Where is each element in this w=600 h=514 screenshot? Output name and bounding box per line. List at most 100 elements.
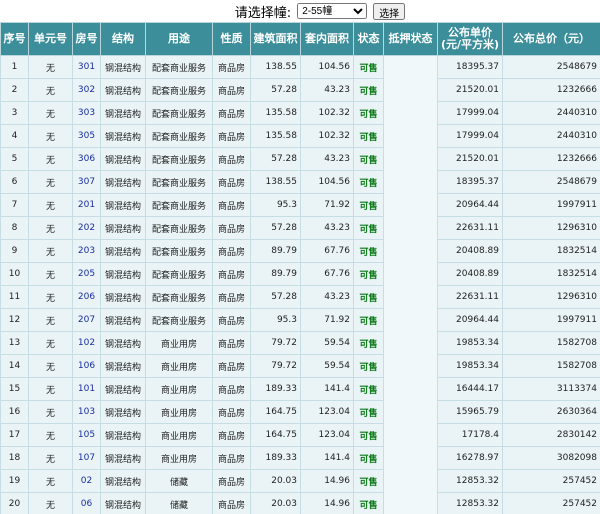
table-cell: 无 — [28, 331, 73, 355]
table-cell: 钢混结构 — [100, 423, 146, 447]
table-cell: 303 — [72, 101, 101, 125]
table-cell: 无 — [28, 78, 73, 102]
table-cell: 2440310 — [502, 124, 600, 148]
table-cell: 17999.04 — [437, 124, 503, 148]
table-cell: 商品房 — [212, 331, 251, 355]
table-row: 16 无 103 钢混结构 商业用房 商品房 164.75 123.04 可售 15965.79 2… — [0, 400, 600, 424]
table-cell: 1832514 — [502, 262, 600, 286]
table-row: 4 无 305 钢混结构 配套商业服务 商品房 135.58 102.32 可售 17999.04… — [0, 124, 600, 148]
select-label: 请选择幢: — [234, 5, 292, 21]
table-cell: 1296310 — [502, 216, 600, 240]
table-cell: 配套商业服务 — [145, 262, 213, 286]
table-cell: 19 — [0, 469, 29, 493]
table-cell: 2630364 — [502, 400, 600, 424]
table-cell: 无 — [28, 147, 73, 171]
table-cell: 135.58 — [250, 101, 301, 125]
table-cell: 57.28 — [250, 285, 301, 309]
table-cell: 301 — [72, 55, 101, 79]
table-cell: 43.23 — [300, 216, 354, 240]
table-cell: 商品房 — [212, 101, 251, 125]
table-cell: 1997911 — [502, 193, 600, 217]
table-cell: 无 — [28, 423, 73, 447]
column-header: 套内面积 — [300, 22, 354, 56]
table-cell: 商品房 — [212, 170, 251, 194]
building-select[interactable]: 2-55幢 — [297, 3, 368, 19]
table-cell: 22631.11 — [437, 285, 503, 309]
table-cell: 1582708 — [502, 354, 600, 378]
table-row: 19 无 02 钢混结构 储藏 商品房 20.03 14.96 可售 12853.32 257452 — [0, 469, 600, 493]
table-cell: 无 — [28, 285, 73, 309]
table-cell: 可售 — [353, 124, 384, 148]
table-cell: 2440310 — [502, 101, 600, 125]
table-cell: 商品房 — [212, 308, 251, 332]
table-cell: 商品房 — [212, 193, 251, 217]
table-cell: 无 — [28, 101, 73, 125]
table-cell: 1296310 — [502, 285, 600, 309]
table-cell: 141.4 — [300, 377, 354, 401]
mortgage-cell — [383, 55, 438, 514]
table-row: 18 无 107 钢混结构 商业用房 商品房 189.33 141.4 可售 16278.97 30… — [0, 446, 600, 470]
table-cell: 钢混结构 — [100, 308, 146, 332]
table-cell: 商品房 — [212, 55, 251, 79]
table-cell: 138.55 — [250, 170, 301, 194]
table-cell: 135.58 — [250, 124, 301, 148]
table-cell: 7 — [0, 193, 29, 217]
table-cell: 1232666 — [502, 147, 600, 171]
select-button[interactable]: 选择 — [373, 2, 406, 20]
table-cell: 可售 — [353, 308, 384, 332]
table-row: 2 无 302 钢混结构 配套商业服务 商品房 57.28 43.23 可售 21520.01 12… — [0, 78, 600, 102]
table-row: 11 无 206 钢混结构 配套商业服务 商品房 57.28 43.23 可售 22631.11 1… — [0, 285, 600, 309]
table-cell: 可售 — [353, 78, 384, 102]
table-cell: 钢混结构 — [100, 124, 146, 148]
table-cell: 配套商业服务 — [145, 193, 213, 217]
table-cell: 可售 — [353, 285, 384, 309]
table-cell: 3 — [0, 101, 29, 125]
table-cell: 22631.11 — [437, 216, 503, 240]
column-header: 建筑面积 — [250, 22, 301, 56]
table-cell: 配套商业服务 — [145, 216, 213, 240]
table-cell: 商业用房 — [145, 331, 213, 355]
table-cell: 商品房 — [212, 400, 251, 424]
table-cell: 无 — [28, 446, 73, 470]
table-cell: 无 — [28, 55, 73, 79]
column-header: 序号 — [0, 22, 29, 56]
table-cell: 配套商业服务 — [145, 124, 213, 148]
table-cell: 可售 — [353, 469, 384, 493]
table-cell: 15 — [0, 377, 29, 401]
table-cell: 20964.44 — [437, 193, 503, 217]
table-cell: 59.54 — [300, 354, 354, 378]
table-cell: 4 — [0, 124, 29, 148]
table-row: 1 无 301 钢混结构 配套商业服务 商品房 138.55 104.56 可售 18395.37… — [0, 55, 600, 514]
table-cell: 206 — [72, 285, 101, 309]
table-cell: 配套商业服务 — [145, 147, 213, 171]
table-cell: 18395.37 — [437, 55, 503, 79]
table-cell: 可售 — [353, 446, 384, 470]
table-cell: 257452 — [502, 469, 600, 493]
table-cell: 商品房 — [212, 423, 251, 447]
table-cell: 商品房 — [212, 239, 251, 263]
table-cell: 2548679 — [502, 170, 600, 194]
table-cell: 1997911 — [502, 308, 600, 332]
table-cell: 2830142 — [502, 423, 600, 447]
table-cell: 配套商业服务 — [145, 78, 213, 102]
table-cell: 207 — [72, 308, 101, 332]
table-row: 15 无 101 钢混结构 商业用房 商品房 189.33 141.4 可售 16444.17 31… — [0, 377, 600, 401]
table-row: 10 无 205 钢混结构 配套商业服务 商品房 89.79 67.76 可售 20408.89 1… — [0, 262, 600, 286]
table-cell: 104.56 — [300, 170, 354, 194]
toolbar: 请选择幢: 2-55幢 选择 — [0, 0, 600, 22]
table-cell: 59.54 — [300, 331, 354, 355]
table-cell: 无 — [28, 377, 73, 401]
table-cell: 164.75 — [250, 423, 301, 447]
table-cell: 12 — [0, 308, 29, 332]
table-cell: 20408.89 — [437, 239, 503, 263]
table-cell: 13 — [0, 331, 29, 355]
table-cell: 123.04 — [300, 423, 354, 447]
table-cell: 106 — [72, 354, 101, 378]
table-cell: 14.96 — [300, 492, 354, 514]
table-cell: 1 — [0, 55, 29, 79]
table-cell: 钢混结构 — [100, 446, 146, 470]
table-cell: 无 — [28, 400, 73, 424]
table-cell: 钢混结构 — [100, 147, 146, 171]
table-row: 7 无 201 钢混结构 配套商业服务 商品房 95.3 71.92 可售 20964.44 199… — [0, 193, 600, 217]
table-cell: 95.3 — [250, 308, 301, 332]
